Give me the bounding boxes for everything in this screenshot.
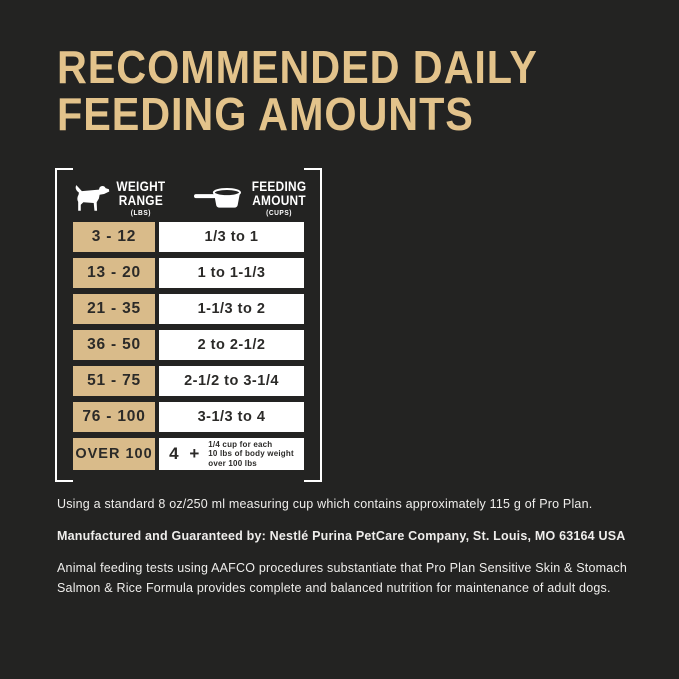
weight-range-cell: 3 - 12: [73, 222, 155, 252]
feeding-amount-header: FEEDING AMOUNT (CUPS): [193, 180, 310, 217]
weight-range-cell: 13 - 20: [73, 258, 155, 288]
aafco-note: Animal feeding tests using AAFCO procedu…: [57, 561, 627, 595]
feeding-table: WEIGHT RANGE (LBS) FEEDING AMOUNT (CUPS): [55, 168, 322, 482]
table-row: 51 - 75 2-1/2 to 3-1/4: [73, 366, 304, 396]
measuring-cup-note: Using a standard 8 oz/250 ml measuring c…: [57, 497, 593, 511]
weight-range-cell: 21 - 35: [73, 294, 155, 324]
weight-range-cell: 51 - 75: [73, 366, 155, 396]
table-row: 13 - 20 1 to 1-1/3: [73, 258, 304, 288]
weight-range-cell: 76 - 100: [73, 402, 155, 432]
table-row: OVER 100 4 + 1/4 cup for each 10 lbs of …: [73, 438, 304, 470]
feeding-amount-label: FEEDING AMOUNT (CUPS): [251, 179, 307, 217]
manufacturer-note: Manufactured and Guaranteed by: Nestlé P…: [57, 529, 626, 543]
table-row: 3 - 12 1/3 to 1: [73, 222, 304, 252]
weight-unit-label: (LBS): [130, 208, 152, 217]
feeding-amount-value: 4 +: [169, 444, 203, 463]
table-header: WEIGHT RANGE (LBS) FEEDING AMOUNT (CUPS): [57, 180, 320, 217]
weight-range-header: WEIGHT RANGE (LBS): [73, 180, 169, 217]
title-line-2: FEEDING AMOUNTS: [57, 88, 474, 140]
feeding-amount-cell: 1/3 to 1: [159, 222, 304, 252]
feeding-unit-label: (CUPS): [265, 208, 292, 217]
feeding-amount-cell: 1-1/3 to 2: [159, 294, 304, 324]
feeding-amount-cell: 1 to 1-1/3: [159, 258, 304, 288]
feeding-amount-cell: 2-1/2 to 3-1/4: [159, 366, 304, 396]
feeding-amount-cell: 3-1/3 to 4: [159, 402, 304, 432]
table-row: 76 - 100 3-1/3 to 4: [73, 402, 304, 432]
table-row: 21 - 35 1-1/3 to 2: [73, 294, 304, 324]
table-rows: 3 - 12 1/3 to 1 13 - 20 1 to 1-1/3 21 - …: [73, 222, 304, 470]
title-line-1: RECOMMENDED DAILY: [57, 41, 538, 93]
weight-range-cell: 36 - 50: [73, 330, 155, 360]
table-row: 36 - 50 2 to 2-1/2: [73, 330, 304, 360]
dog-icon: [73, 185, 110, 212]
feeding-amount-cell: 2 to 2-1/2: [159, 330, 304, 360]
page-title: RECOMMENDED DAILY FEEDING AMOUNTS: [57, 44, 538, 138]
feeding-amount-note: 1/4 cup for each 10 lbs of body weight o…: [208, 439, 294, 468]
measuring-cup-icon: [193, 187, 245, 210]
footnotes: Using a standard 8 oz/250 ml measuring c…: [57, 497, 657, 613]
feeding-amount-cell: 4 + 1/4 cup for each 10 lbs of body weig…: [159, 438, 304, 470]
weight-range-cell: OVER 100: [73, 438, 155, 470]
weight-range-label: WEIGHT RANGE (LBS): [116, 179, 166, 217]
